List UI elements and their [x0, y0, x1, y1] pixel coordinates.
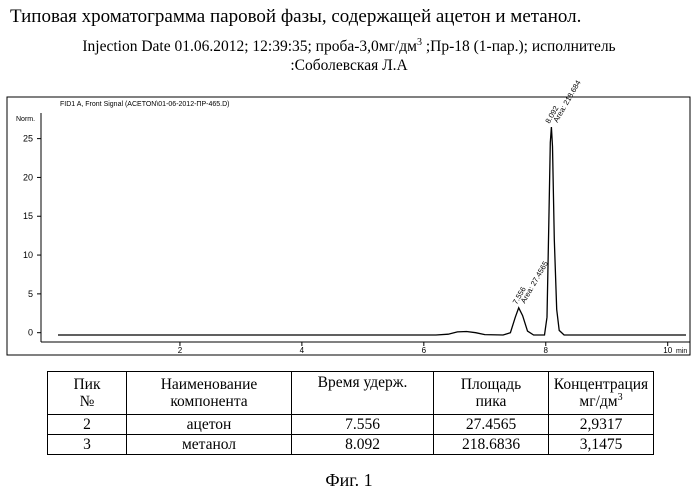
- header-retention-time-line1: Время удерж.: [317, 374, 408, 391]
- table-row: 2 ацетон 7.556 27.4565 2,9317: [47, 414, 654, 435]
- x-axis-label: min: [676, 348, 687, 355]
- y-tick-label: 0: [28, 328, 33, 338]
- signal-trace: [58, 126, 686, 336]
- y-tick-label: 15: [23, 211, 33, 221]
- header-peak-area-line2: пика: [475, 393, 507, 410]
- cell-area: 27.4565: [433, 414, 549, 435]
- x-tick-label: 8: [544, 346, 549, 355]
- x-tick-label: 6: [422, 346, 427, 355]
- cell-time: 8.092: [291, 434, 434, 455]
- injection-info-line2: :Соболевская Л.А: [290, 57, 408, 74]
- plot-frame: [6, 96, 691, 356]
- header-retention-time: Время удерж.: [291, 371, 434, 415]
- injection-info-main: Injection Date 01.06.2012; 12:39:35; про…: [82, 38, 417, 55]
- header-peak-no: Пик №: [47, 371, 127, 415]
- x-tick-label: 4: [300, 346, 305, 355]
- figure-caption: Фиг. 1: [325, 470, 373, 490]
- x-tick-label: 10: [663, 346, 672, 355]
- header-component-name: Наименование компонента: [126, 371, 292, 415]
- peak-annotation-label: Area: 218.684: [551, 79, 582, 124]
- x-tick-label: 2: [178, 346, 183, 355]
- cell-peak: 3: [47, 434, 127, 455]
- cell-peak: 2: [47, 414, 127, 435]
- cell-area: 218.6836: [433, 434, 549, 455]
- injection-unit-superscript: 3: [416, 36, 422, 48]
- header-concentration-superscript: 3: [617, 391, 623, 403]
- cell-name: ацетон: [126, 414, 292, 435]
- table-row: 3 метанол 8.092 218.6836 3,1475: [47, 434, 654, 455]
- header-peak-no-line1: Пик: [73, 376, 101, 393]
- cell-name: метанол: [126, 434, 292, 455]
- results-table: Пик № Наименование компонента Время удерж.…: [47, 371, 654, 455]
- y-tick-label: 5: [28, 289, 33, 299]
- y-tick-label: 10: [23, 250, 33, 260]
- table-header-row: Пик № Наименование компонента Время удерж.…: [47, 371, 654, 415]
- figure-title: Типовая хроматограмма паровой фазы, соде…: [10, 6, 582, 27]
- chart-signal-title: FID1 A, Front Signal (ACETON\01-06-2012-…: [60, 101, 229, 108]
- header-concentration-line1: Концентрация: [553, 376, 649, 393]
- y-tick-label: 25: [23, 134, 33, 144]
- header-concentration-line2: мг/дм: [579, 393, 618, 410]
- header-peak-area-line1: Площадь: [460, 376, 522, 393]
- header-peak-area: Площадь пика: [433, 371, 549, 415]
- injection-info-line1: Injection Date 01.06.2012; 12:39:35; про…: [0, 36, 698, 56]
- header-peak-no-line2: №: [79, 393, 95, 410]
- y-tick-label: 20: [23, 172, 33, 182]
- injection-info-rest: ;Пр-18 (1-пар.); исполнитель: [421, 38, 616, 55]
- peak-annotation-label: Area: 27.4565: [519, 260, 550, 305]
- cell-conc: 3,1475: [548, 434, 654, 455]
- cell-time: 7.556: [291, 414, 434, 435]
- header-component-name-line1: Наименование: [160, 376, 258, 393]
- y-axis-label: Norm.: [16, 116, 35, 123]
- cell-conc: 2,9317: [548, 414, 654, 435]
- header-concentration: Концентрация мг/дм3: [548, 371, 654, 415]
- header-component-name-line2: компонента: [170, 393, 248, 410]
